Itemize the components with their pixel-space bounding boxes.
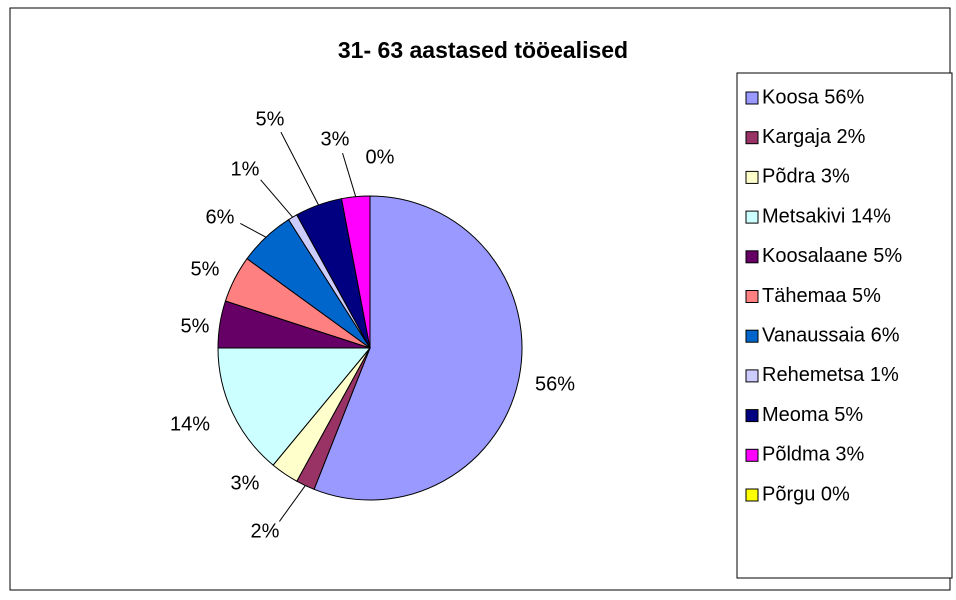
data-label: 6% [206, 206, 235, 228]
leader-line [342, 153, 357, 197]
data-label: 5% [256, 108, 285, 130]
legend-swatch [745, 448, 759, 462]
legend-swatch [745, 250, 759, 264]
leader-line [280, 131, 319, 206]
legend-label: Põrgu 0% [762, 483, 850, 505]
legend-swatch [745, 488, 759, 502]
data-label: 14% [170, 413, 210, 435]
legend-label: Põldma 3% [762, 444, 864, 466]
data-label: 1% [231, 158, 260, 180]
legend-box [736, 72, 953, 579]
data-label: 56% [535, 373, 575, 395]
legend-swatch [745, 131, 759, 145]
legend-label: Meoma 5% [762, 404, 863, 426]
data-label: 5% [181, 315, 210, 337]
chart-title: 31- 63 aastased tööealised [338, 37, 628, 63]
legend-swatch [745, 369, 759, 383]
data-label: 3% [231, 472, 260, 494]
legend-label: Vanaussaia 6% [762, 324, 900, 346]
legend-label: Kargaja 2% [762, 126, 866, 148]
legend-label: Metsakivi 14% [762, 205, 891, 227]
legend-swatch [745, 170, 759, 184]
data-label: 2% [251, 520, 280, 542]
legend-swatch [745, 290, 759, 303]
data-label: 0% [366, 146, 395, 168]
legend-label: Koosa 56% [762, 86, 865, 108]
legend-label: Koosalaane 5% [762, 245, 902, 267]
legend-swatch [745, 329, 759, 343]
legend-label: Tähemaa 5% [762, 285, 881, 307]
legend-swatch [745, 210, 759, 224]
legend-swatch [745, 91, 759, 105]
pie-slice [217, 347, 372, 466]
data-label: 3% [321, 128, 350, 150]
data-label: 5% [191, 258, 220, 280]
leader-line [240, 222, 267, 238]
legend-label: Rehemetsa 1% [762, 364, 899, 386]
pie-slice [313, 195, 523, 501]
legend-swatch [745, 409, 759, 423]
legend-label: Põdra 3% [762, 166, 850, 188]
leader-line [260, 179, 294, 218]
leader-line [279, 485, 306, 522]
